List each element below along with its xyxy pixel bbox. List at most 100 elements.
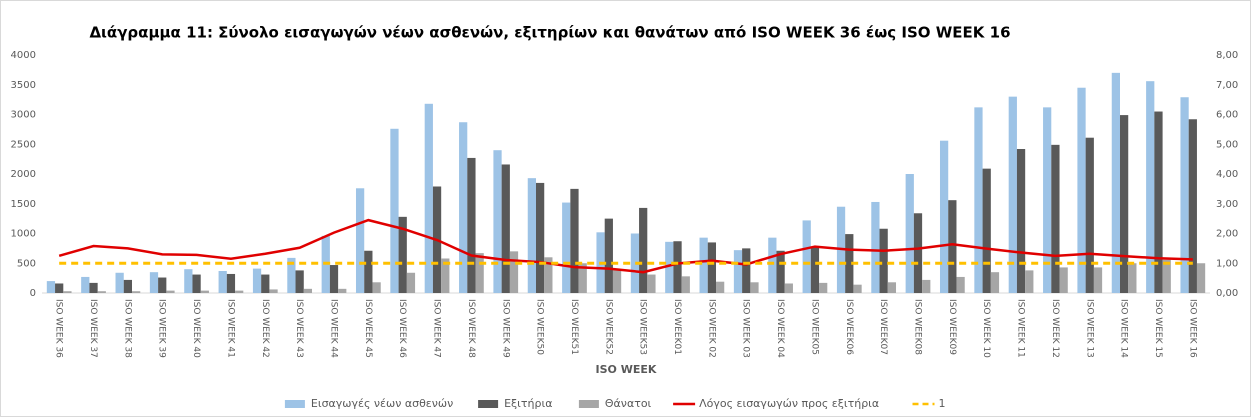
- bar: [768, 237, 777, 293]
- bar: [819, 282, 828, 293]
- bar: [990, 272, 1000, 293]
- bar: [441, 258, 450, 293]
- bar: [123, 279, 133, 293]
- bar: [287, 257, 296, 293]
- bar: [939, 140, 949, 293]
- x-tick-label: ISO WEEK 49: [500, 299, 510, 358]
- bar: [733, 250, 743, 293]
- legend-label: Λόγος εισαγωγών προς εξιτήρια: [699, 397, 879, 410]
- bar: [295, 270, 304, 293]
- bar: [922, 279, 931, 293]
- x-tick-label: ISO WEEK 02: [706, 299, 716, 358]
- y-tick-label: 500: [17, 258, 36, 269]
- bar: [261, 274, 270, 293]
- bar: [527, 178, 536, 293]
- x-tick-label: ISO WEEK07: [878, 299, 888, 355]
- bar: [1085, 137, 1094, 293]
- bar: [158, 277, 167, 293]
- legend-swatch: [578, 400, 599, 408]
- y2-tick-label: 0,00: [1216, 288, 1238, 299]
- bar: [1025, 270, 1034, 293]
- y2-tick-label: 1,00: [1216, 258, 1238, 269]
- y-tick-label: 2000: [11, 169, 36, 180]
- x-tick-label: ISO WEEK 11: [1016, 299, 1026, 358]
- legend-swatch: [478, 400, 499, 408]
- x-tick-label: ISO WEEK 43: [294, 299, 304, 358]
- bar: [1128, 263, 1137, 293]
- x-tick-label: ISO WEEK 42: [260, 299, 270, 358]
- x-tick-label: ISO WEEK 38: [122, 299, 132, 358]
- y-tick-label: 3500: [11, 80, 36, 91]
- y-tick-label: 1500: [11, 199, 36, 210]
- bar: [509, 251, 519, 293]
- bar: [355, 188, 365, 293]
- x-tick-label: ISO WEEK 46: [397, 299, 407, 358]
- x-tick-label: ISO WEEK 47: [432, 299, 442, 358]
- y-tick-label: 3000: [11, 110, 36, 121]
- bar: [630, 233, 640, 293]
- x-tick-label: ISO WEEK 36: [54, 299, 64, 358]
- bar: [1162, 259, 1171, 293]
- bar: [55, 283, 64, 293]
- bar: [1016, 149, 1026, 293]
- chart-title: Διάγραμμα 11: Σύνολο εισαγωγών νέων ασθε…: [89, 24, 1010, 42]
- bar: [97, 291, 106, 293]
- x-tick-label: ISO WEEK 14: [1119, 299, 1129, 358]
- x-tick-label: ISO WEEK 44: [329, 299, 339, 358]
- x-tick-label: ISO WEEK 15: [1153, 299, 1163, 358]
- bar: [750, 282, 759, 293]
- bar: [200, 290, 209, 293]
- bar: [604, 218, 613, 293]
- bar: [1188, 119, 1197, 293]
- bar: [501, 164, 510, 293]
- line-series: [58, 218, 1193, 274]
- bar: [166, 290, 175, 293]
- x-tick-label: ISO WEEK53: [638, 299, 648, 355]
- y-tick-label: 0: [30, 288, 36, 299]
- bar: [1196, 263, 1206, 293]
- x-tick-label: ISO WEEK 12: [1050, 299, 1060, 358]
- legend-label: Εισαγωγές νέων ασθενών: [311, 397, 453, 410]
- bar: [948, 200, 957, 293]
- bar: [493, 150, 502, 293]
- y-tick-label: 2500: [11, 139, 36, 150]
- bar: [192, 274, 201, 293]
- x-tick-label: ISO WEEK06: [844, 299, 854, 355]
- bar: [475, 253, 484, 293]
- bar: [956, 276, 965, 293]
- x-tick-label: ISO WEEK 40: [191, 299, 201, 358]
- x-axis-title: ISO WEEK: [596, 363, 657, 376]
- bar: [1051, 144, 1060, 293]
- x-tick-label: ISO WEEK 13: [1084, 299, 1094, 358]
- x-tick-label: ISO WEEK 45: [363, 299, 373, 358]
- bar: [1180, 97, 1189, 294]
- bar: [226, 273, 236, 293]
- bar: [562, 202, 571, 293]
- bar: [578, 263, 587, 293]
- bar: [810, 246, 820, 293]
- bar: [115, 272, 124, 293]
- bar: [459, 122, 468, 293]
- bar: [467, 157, 476, 293]
- bar: [784, 283, 793, 293]
- x-tick-label: ISO WEEK05: [809, 299, 819, 355]
- legend-label: 1: [939, 397, 946, 410]
- bar: [1093, 267, 1103, 293]
- bar: [390, 128, 399, 293]
- x-tick-label: ISO WEEK52: [603, 299, 613, 355]
- bar: [853, 284, 862, 293]
- bar: [1154, 111, 1163, 294]
- bar: [132, 291, 141, 293]
- bar: [184, 269, 193, 293]
- bar: [905, 174, 914, 293]
- bar: [424, 103, 433, 293]
- bar: [699, 237, 708, 293]
- bar: [1119, 115, 1129, 293]
- x-tick-label: ISO WEEK 48: [466, 299, 476, 358]
- bar: [716, 281, 725, 293]
- bar: [913, 213, 923, 293]
- bar: [149, 272, 159, 293]
- legend-label: Εξιτήρια: [504, 397, 552, 410]
